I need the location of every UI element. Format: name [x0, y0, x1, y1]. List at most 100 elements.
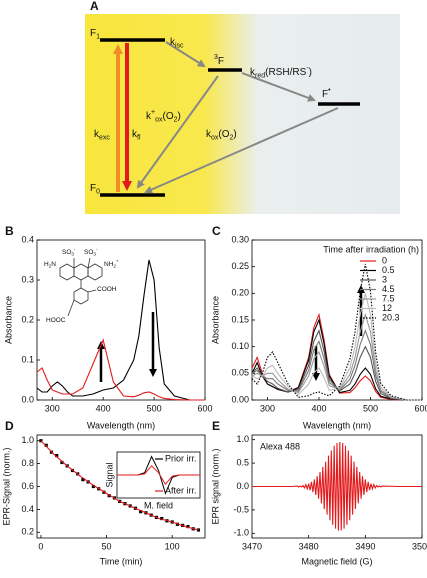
y-tick-label: 0.8: [21, 458, 34, 468]
rate-label-part: k: [250, 67, 256, 78]
rate-label-part: ): [309, 67, 312, 78]
x-tick-label: 300: [260, 403, 275, 413]
radical-oxidation-arrow: [144, 107, 339, 194]
rate-label: kox(O2): [206, 129, 237, 142]
structure-label-part: 2: [113, 263, 116, 268]
rate-label-part: ox: [155, 116, 163, 123]
reduction-arrow: [241, 72, 316, 102]
series-line: [117, 465, 200, 486]
data-point: [160, 516, 164, 521]
structure-label-part: COOH: [97, 286, 117, 293]
y-tick-label: 1.0: [21, 435, 34, 445]
x-axis-label: Time (min): [100, 556, 143, 566]
x-axis-label: Wavelength (nm): [303, 420, 371, 430]
legend-label: 0.5: [382, 265, 395, 275]
data-point: [139, 510, 143, 514]
panel-label: D: [5, 419, 14, 433]
x-tick-label: 3470: [242, 541, 262, 551]
x-tick-label: 500: [147, 403, 162, 413]
ring: [87, 263, 103, 281]
series-line: [251, 312, 422, 401]
series-line: [251, 263, 422, 401]
rate-label-part: ox: [211, 134, 219, 141]
state-label: F0: [90, 183, 100, 196]
state-label-part: F: [90, 183, 96, 194]
structure-label: H2N: [44, 261, 56, 269]
ring: [73, 263, 89, 281]
x-tick-label: 100: [165, 541, 180, 551]
y-tick-label: 0.2: [21, 314, 34, 324]
x-tick-label: 3480: [299, 541, 319, 551]
y-tick-label: -1.0: [233, 528, 249, 538]
y-tick-label: 0.1: [21, 354, 34, 364]
data-point: [39, 439, 43, 443]
structure-label-part: +: [116, 259, 119, 264]
y-tick-label: 0.00: [231, 394, 249, 404]
data-point: [44, 443, 48, 447]
state-label: F•: [322, 87, 331, 100]
x-tick-label: 3490: [355, 541, 375, 551]
series-line: [251, 318, 422, 401]
state-label-part: F: [322, 89, 328, 100]
data-point: [91, 484, 96, 489]
ring: [59, 263, 75, 281]
structure-label-part: H: [44, 261, 49, 268]
legend-label: 3: [382, 274, 387, 284]
series-line: [251, 329, 422, 401]
x-tick-label: 0: [38, 541, 43, 551]
bond: [67, 299, 75, 317]
rate-label-part: 2: [230, 134, 234, 141]
rate-label-part: ): [178, 111, 181, 122]
structure-label-part: 2: [49, 263, 52, 268]
y-tick-label: 0.0: [236, 481, 249, 491]
x-axis-label: M. field: [144, 500, 173, 510]
rate-label-part: -: [306, 65, 309, 72]
structure-label: SO3-: [62, 247, 76, 257]
structure-label-part: -: [96, 247, 98, 252]
data-point: [107, 494, 111, 498]
y-tick-label: 0.2: [21, 527, 34, 537]
rate-label-part: ): [233, 129, 236, 140]
structure-label: SO3-: [84, 247, 98, 257]
legend-label: Prior irr.: [165, 453, 197, 463]
state-label-part: •: [328, 87, 331, 94]
annotation: Alexa 488: [260, 441, 300, 451]
legend-label: 4.5: [382, 284, 395, 294]
rate-label-part: k: [132, 129, 138, 140]
panel-label: C: [212, 224, 221, 238]
legend-label: 7.5: [382, 293, 395, 303]
rate-label-part: (O: [163, 111, 174, 122]
series-line: [251, 329, 422, 401]
data-point: [81, 478, 85, 482]
y-tick-label: 0.6: [21, 481, 34, 491]
y-tick-label: 0.30: [231, 234, 249, 244]
legend-label: After irr.: [165, 485, 197, 495]
y-tick-label: 0.5: [236, 457, 249, 467]
structure-label: NH2+: [104, 259, 119, 269]
rate-label-part: k: [146, 111, 152, 122]
y-tick-label: 0.4: [21, 234, 34, 244]
rate-label-part: k: [170, 37, 176, 48]
structure-label-part: -: [74, 247, 76, 252]
data-point: [55, 454, 59, 458]
y-axis-label: Absorbance: [3, 296, 13, 344]
rate-label-part: (O: [218, 129, 229, 140]
legend-label: 0: [382, 255, 387, 265]
series-line: [36, 338, 205, 401]
x-tick-label: 600: [197, 403, 212, 413]
rate-label-part: fl: [137, 134, 141, 141]
series-line: [252, 442, 422, 531]
state-label-part: 0: [96, 188, 100, 195]
series-line: [40, 440, 199, 531]
x-tick-label: 500: [363, 403, 378, 413]
panel-label: B: [5, 224, 14, 238]
series-line: [251, 293, 422, 401]
y-tick-label: 0.25: [231, 261, 249, 271]
legend-title: Time after irradiation (h): [323, 244, 419, 254]
rate-label-part: exc: [99, 134, 110, 141]
state-label-part: F: [90, 28, 96, 39]
rate-label: kexc: [94, 129, 110, 142]
triplet-oxidation-arrow: [136, 75, 219, 189]
rate-label-part: +: [151, 109, 155, 116]
